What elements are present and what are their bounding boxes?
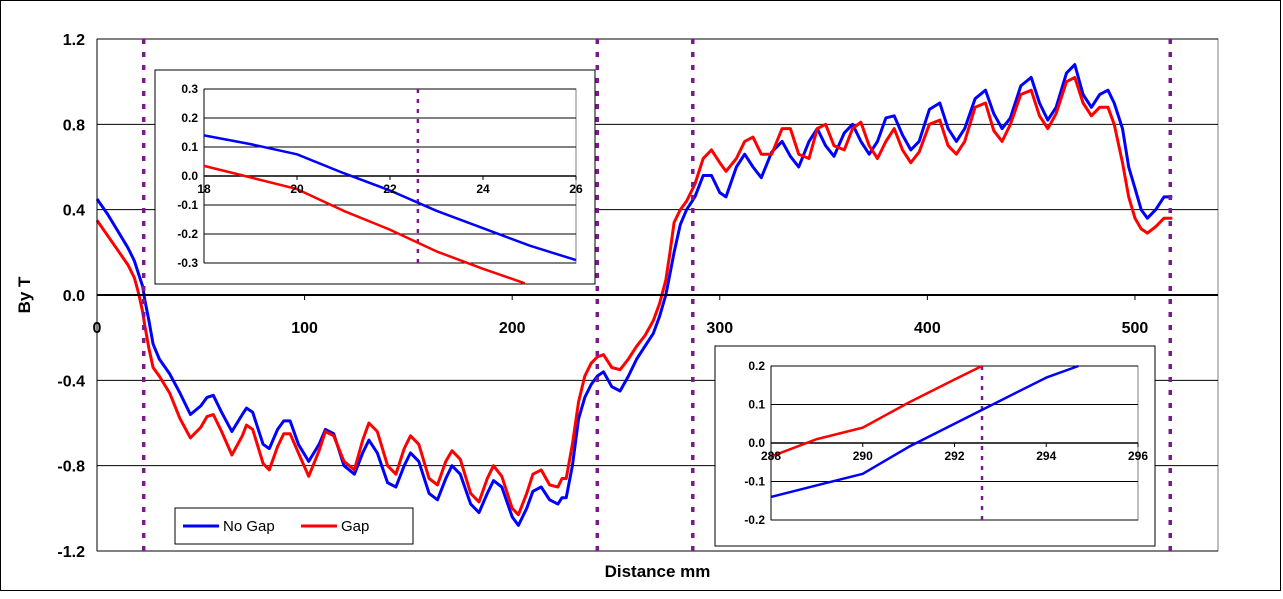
legend: No Gap Gap: [174, 507, 414, 545]
inset-top-x-tick-label: 26: [569, 182, 583, 196]
inset-top-x-tick-label: 24: [476, 182, 490, 196]
inset-top-series-no-gap: [203, 134, 577, 262]
inset-top-x-tick-label: 18: [197, 182, 211, 196]
inset-bottom-y-tick-label: 0.0: [748, 436, 765, 450]
y-tick-label: 0.0: [63, 288, 85, 305]
inset-top-y-tick-label: -0.3: [177, 256, 198, 270]
inset-top-x-tick-label: 22: [383, 182, 397, 196]
inset-bottom-x-tick-label: 296: [1128, 449, 1148, 463]
inset-bottom-y-tick-label: 0.2: [748, 359, 765, 373]
x-tick-label: 300: [706, 320, 733, 337]
x-tick-label: 500: [1122, 320, 1149, 337]
inset-bottom-series-no-gap: [770, 364, 1079, 499]
inset-bottom-x-tick-label: 292: [944, 449, 964, 463]
inset-bottom-series-gap: [770, 364, 983, 458]
inset-top-y-tick-label: 0.3: [181, 82, 198, 96]
y-tick-label: 0.4: [63, 203, 85, 220]
main-series-gap: [95, 75, 1173, 517]
y-axis-title: By T: [15, 276, 34, 313]
inset-bottom-x-tick-label: 294: [1036, 449, 1056, 463]
inset-top-y-tick-label: 0.0: [181, 169, 198, 183]
inset-top-y-tick-label: 0.2: [181, 111, 198, 125]
x-tick-label: 100: [291, 320, 318, 337]
inset-top-y-tick-label: -0.2: [177, 227, 198, 241]
y-tick-label: 1.2: [63, 32, 85, 49]
inset-top-y-tick-label: -0.1: [177, 198, 198, 212]
x-tick-label: 0: [93, 320, 102, 337]
inset-top-x-tick-label: 20: [290, 182, 304, 196]
x-tick-label: 400: [914, 320, 941, 337]
inset-bottom-x-tick-label: 290: [853, 449, 873, 463]
legend-label: Gap: [341, 518, 369, 535]
inset-top-frame: [154, 69, 596, 285]
inset-top-series-gap: [203, 164, 526, 285]
inset-bottom-frame: [714, 345, 1156, 547]
inset-chart-top-left: -0.3 -0.2 -0.1 0.0 0.1 0.2 0.3 18 20 22 24 26: [154, 69, 596, 285]
y-tick-label: 0.8: [63, 117, 85, 134]
legend-label: No Gap: [223, 518, 275, 535]
inset-bottom-y-tick-label: 0.1: [748, 398, 765, 412]
main-series-lines: [95, 63, 1173, 527]
inset-top-y-tick-label: 0.1: [181, 140, 198, 154]
y-tick-label: -0.8: [57, 459, 85, 476]
main-series-no-gap: [95, 63, 1173, 527]
inset-chart-bottom-right: -0.2 -0.1 0.0 0.1 0.2 288 290 292 294 296: [714, 345, 1156, 547]
x-axis-title: Distance mm: [605, 562, 711, 581]
main-axes: -1.2 -0.8 -0.4 0.0 0.4 0.8 1.2 0 100 200 300 400 500…: [15, 32, 1218, 581]
y-tick-label: -1.2: [57, 544, 85, 561]
x-tick-label: 200: [499, 320, 526, 337]
inset-bottom-y-tick-label: -0.1: [744, 475, 765, 489]
y-tick-label: -0.4: [57, 373, 85, 390]
inset-bottom-x-tick-label: 288: [761, 449, 781, 463]
inset-bottom-y-tick-label: -0.2: [744, 513, 765, 527]
